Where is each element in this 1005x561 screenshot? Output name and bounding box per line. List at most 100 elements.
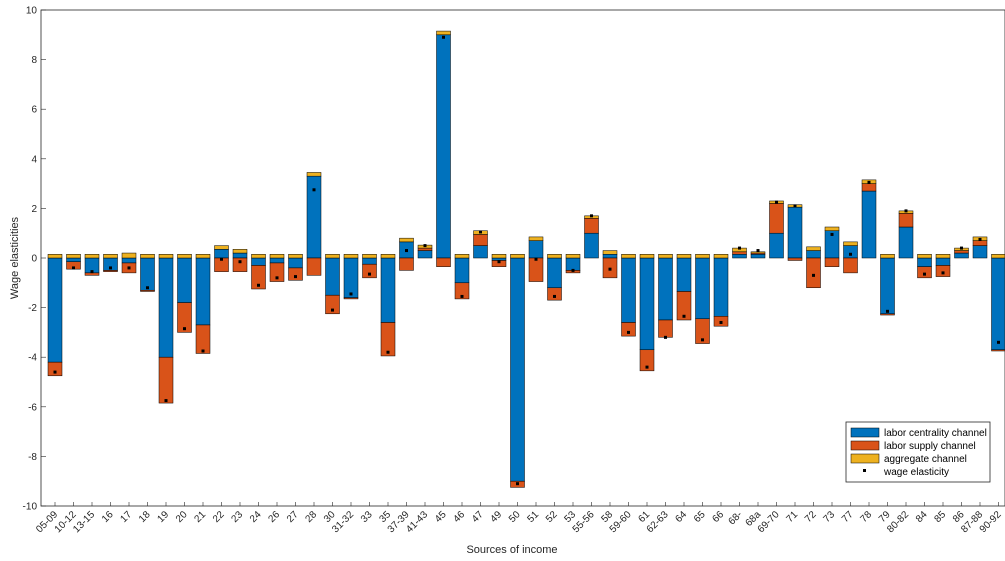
bar-aggregate-27 [288,254,303,259]
bar-aggregate-24 [251,254,266,259]
marker-wage-elasticity-10-12 [72,266,75,270]
bar-supply-35 [380,322,396,357]
bar-supply-30 [325,294,340,315]
marker-wage-elasticity-46 [460,294,464,298]
bar-supply-41-43 [417,247,433,251]
y-tick-label-0: 0 [31,254,37,265]
marker-wage-elasticity-53 [571,268,575,272]
marker-wage-elasticity-65 [701,338,704,342]
bar-aggregate-33 [362,254,377,259]
marker-wage-elasticity-68- [738,246,741,250]
bar-supply-85 [935,265,951,277]
marker-wage-elasticity-78 [867,180,871,184]
x-tick-label-45: 45 [433,509,449,525]
bar-aggregate-19 [158,254,174,259]
marker-wage-elasticity-61 [645,365,649,369]
bar-centrality-68a [750,254,766,259]
bar-aggregate-66 [713,254,729,259]
x-tick-label-46: 46 [451,509,467,525]
bar-supply-13-15 [84,272,100,276]
bar-centrality-90-92 [991,257,1005,351]
y-tick-label-2: 2 [31,204,37,215]
legend: labor centrality channel labor supply ch… [845,421,991,483]
x-tick-label-13-15: 13-15 [71,509,97,535]
marker-wage-elasticity-87-88 [978,237,982,241]
marker-wage-elasticity-69-70 [775,200,778,204]
bar-centrality-78 [861,190,877,259]
x-tick-label-17: 17 [118,509,134,525]
bar-supply-69-70 [769,203,784,234]
marker-wage-elasticity-24 [257,283,260,287]
bar-supply-51 [528,257,544,282]
bar-centrality-45 [436,34,451,259]
marker-wage-elasticity-90-92 [997,340,1000,344]
marker-wage-elasticity-35 [386,350,390,354]
marker-wage-elasticity-55-56 [590,214,593,218]
y-tick-label-4: 4 [31,154,37,165]
marker-wage-elasticity-80-82 [904,209,908,213]
bar-centrality-69-70 [769,232,784,259]
x-tick-label-27: 27 [285,509,301,525]
x-tick-label-55-56: 55-56 [571,509,597,535]
bars-layer [47,30,1005,488]
bar-supply-59-60 [621,322,636,337]
marker-wage-elasticity-23 [238,260,242,264]
bar-supply-90-92 [991,349,1005,352]
marker-wage-elasticity-31-32 [349,292,353,296]
bar-centrality-19 [158,257,174,358]
legend-swatch-labor-centrality [850,427,880,438]
marker-wage-elasticity-72 [812,273,815,277]
legend-marker-wage-elasticity [863,469,866,472]
marker-wage-elasticity-64 [682,314,686,318]
y-axis-label: Wage elasticities [9,216,21,299]
legend-label-aggregate: aggregate channel [884,454,967,465]
x-tick-label-47: 47 [470,509,486,525]
marker-wage-elasticity-13-15 [90,270,94,274]
marker-wage-elasticity-05-09 [53,370,57,374]
bar-aggregate-26 [269,254,285,259]
bar-centrality-71 [787,206,803,259]
bar-aggregate-35 [380,254,396,259]
x-tick-label-50: 50 [507,509,523,525]
marker-wage-elasticity-45 [442,35,445,39]
bar-centrality-66 [713,257,729,317]
bar-aggregate-05-09 [47,254,63,259]
bar-aggregate-59-60 [621,254,636,259]
x-tick-label-68-: 68- [727,509,745,527]
bar-centrality-26 [269,257,285,264]
x-tick-label-33: 33 [359,509,375,525]
bar-aggregate-84 [917,254,932,259]
bar-aggregate-53 [565,254,581,259]
x-tick-label-64: 64 [673,509,689,525]
marker-wage-elasticity-16 [109,266,112,270]
x-tick-label-80-82: 80-82 [885,509,911,535]
bar-centrality-85 [935,257,951,266]
bar-supply-24 [251,265,266,290]
x-tick-label-19: 19 [155,509,171,525]
bar-supply-65 [695,318,710,344]
bar-supply-87-88 [972,240,988,246]
bar-supply-52 [547,287,562,301]
bar-centrality-41-43 [417,250,433,259]
bar-supply-64 [676,291,692,321]
marker-wage-elasticity-26 [275,276,279,280]
legend-swatch-aggregate [850,453,880,464]
bar-aggregate-28 [306,172,322,177]
bar-aggregate-61 [639,254,655,259]
bar-centrality-68- [732,254,747,259]
marker-wage-elasticity-84 [923,272,926,276]
bar-centrality-51 [528,240,544,259]
bar-supply-31-32 [343,297,359,300]
bar-centrality-17 [121,257,137,264]
marker-wage-elasticity-17 [127,266,131,270]
marker-wage-elasticity-33 [368,272,371,276]
bar-supply-80-82 [898,213,914,228]
x-tick-label-72: 72 [803,509,819,525]
marker-wage-elasticity-50 [516,482,519,486]
y-tick-label-10: 10 [26,6,38,17]
marker-wage-elasticity-47 [479,230,482,234]
bar-centrality-52 [547,257,562,289]
bar-aggregate-31-32 [343,254,359,259]
marker-wage-elasticity-62-63 [664,335,667,339]
